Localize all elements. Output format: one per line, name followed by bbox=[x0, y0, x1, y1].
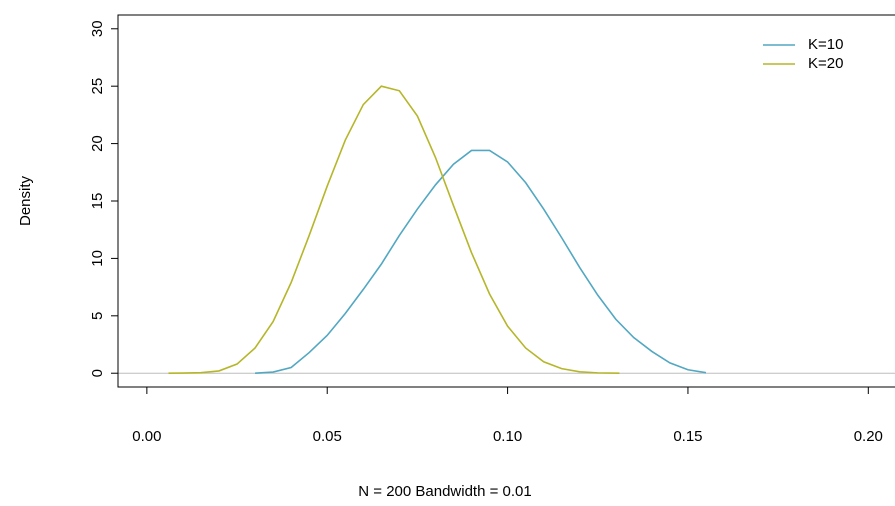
y-tick-label: 0 bbox=[89, 369, 106, 377]
legend-label: K=20 bbox=[808, 55, 843, 72]
x-tick-label: 0.10 bbox=[493, 428, 522, 445]
y-tick-label: 10 bbox=[89, 250, 106, 267]
legend-label: K=10 bbox=[808, 36, 843, 53]
x-tick-label: 0.00 bbox=[132, 428, 161, 445]
x-tick-label: 0.15 bbox=[673, 428, 702, 445]
x-tick-label: 0.20 bbox=[854, 428, 883, 445]
density-line bbox=[168, 85, 620, 375]
x-axis-label: N = 200 Bandwidth = 0.01 bbox=[358, 483, 531, 500]
y-tick-label: 20 bbox=[89, 135, 106, 152]
y-tick-label: 5 bbox=[89, 312, 106, 320]
plot-box bbox=[117, 14, 895, 388]
y-axis-label: Density bbox=[17, 175, 34, 226]
x-tick-label: 0.05 bbox=[313, 428, 342, 445]
y-tick-label: 15 bbox=[89, 193, 106, 210]
y-tick-label: 30 bbox=[89, 20, 106, 37]
y-tick-label: 25 bbox=[89, 78, 106, 95]
density-line bbox=[255, 149, 707, 375]
